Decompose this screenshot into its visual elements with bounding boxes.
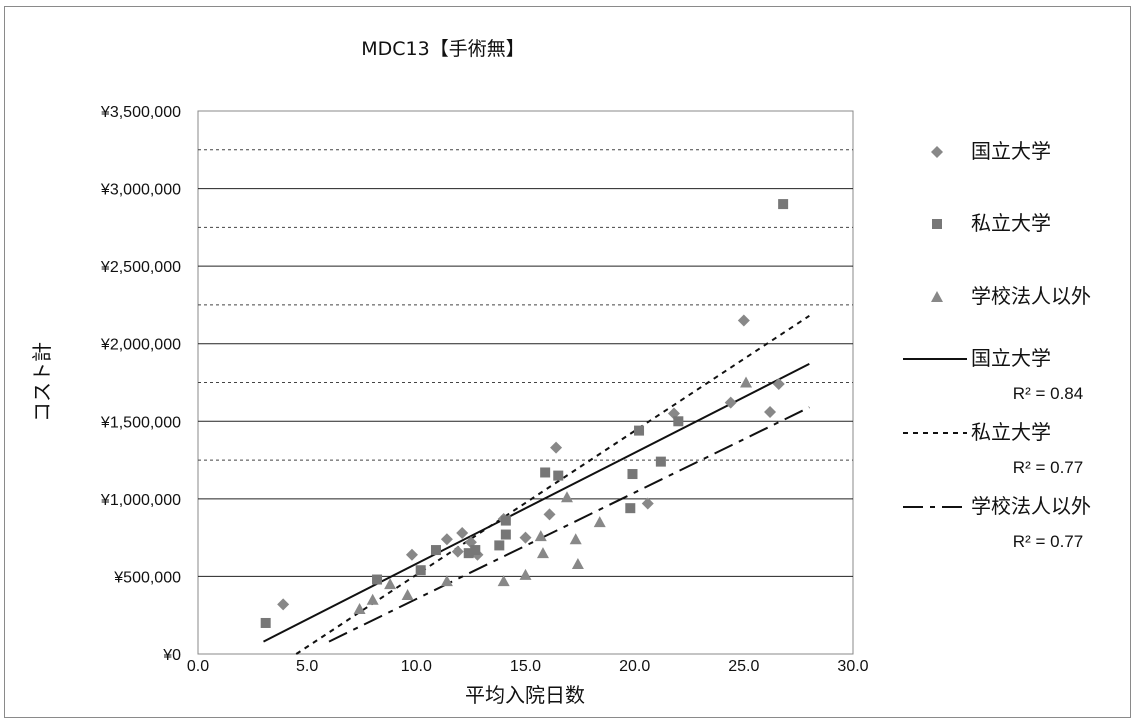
data-point [543, 508, 556, 521]
y-tick-label: ¥2,500,000 [100, 259, 181, 276]
chart-frame: MDC13【手術無】 ¥0 ¥500,000 ¥1,000,000 ¥1,500,00… [4, 6, 1131, 718]
chart-svg: MDC13【手術無】 ¥0 ¥500,000 ¥1,000,000 ¥1,500,00… [30, 38, 1091, 707]
y-tick-label: ¥500,000 [113, 569, 181, 586]
data-point [641, 497, 654, 510]
data-point [451, 545, 464, 558]
data-point [384, 578, 397, 590]
data-point [440, 575, 453, 587]
trendlines [263, 314, 810, 655]
legend-marker [931, 146, 943, 158]
x-tick-label: 10.0 [401, 658, 432, 675]
legend-r2-label: R² = 0.77 [1013, 532, 1083, 551]
data-point [550, 441, 563, 454]
data-point [634, 425, 645, 436]
legend-trendline-label: 国立大学 [971, 346, 1051, 370]
data-point [494, 540, 505, 551]
x-tick-label: 15.0 [510, 658, 541, 675]
x-axis-label: 平均入院日数 [465, 683, 585, 707]
data-point [764, 405, 777, 418]
trendline [328, 406, 810, 643]
data-point [540, 467, 551, 478]
data-point [519, 568, 532, 580]
legend-marker [931, 291, 943, 302]
data-point [353, 603, 366, 615]
x-tick-label: 0.0 [187, 658, 209, 675]
data-point [401, 589, 414, 601]
data-point [456, 526, 469, 539]
data-point [405, 548, 418, 561]
data-point [497, 575, 510, 587]
data-point [463, 548, 474, 559]
x-tick-label: 30.0 [837, 658, 868, 675]
data-point [737, 314, 750, 327]
data-point [440, 533, 453, 546]
chart-title: MDC13【手術無】 [361, 38, 524, 60]
data-points [260, 199, 789, 628]
y-tick-label: ¥2,000,000 [100, 337, 181, 354]
data-point [519, 531, 532, 544]
y-axis-label: コスト計 [30, 342, 54, 422]
legend-trendline-label: 私立大学 [971, 420, 1051, 444]
data-point [260, 617, 271, 628]
data-point [366, 593, 379, 605]
data-point [655, 456, 666, 467]
data-point [372, 574, 383, 585]
data-point [625, 503, 636, 514]
data-point [500, 515, 511, 526]
data-point [772, 378, 785, 391]
data-point [569, 533, 582, 545]
legend-label: 国立大学 [971, 139, 1051, 163]
data-point [277, 598, 290, 611]
data-point [534, 530, 547, 542]
data-point [724, 396, 737, 409]
x-tick-label: 20.0 [619, 658, 650, 675]
y-tick-label: ¥3,500,000 [100, 104, 181, 121]
data-point [740, 376, 753, 388]
legend-label: 私立大学 [971, 211, 1051, 235]
legend-marker [932, 219, 942, 229]
data-point [536, 547, 549, 559]
trendline [263, 362, 810, 643]
data-point [553, 470, 564, 481]
data-point [415, 565, 426, 576]
legend-label: 学校法人以外 [971, 284, 1091, 308]
data-point [560, 491, 573, 503]
data-point [571, 558, 584, 570]
x-tick-labels: 0.0 5.0 10.0 15.0 20.0 25.0 30.0 [187, 658, 869, 675]
legend-trendline-label: 学校法人以外 [971, 494, 1091, 518]
grid-lines [198, 149, 853, 577]
data-point [673, 416, 684, 427]
data-point [500, 529, 511, 540]
legend-r2-label: R² = 0.77 [1013, 458, 1083, 477]
trendline [295, 314, 810, 655]
data-point [430, 545, 441, 556]
y-tick-labels: ¥0 ¥500,000 ¥1,000,000 ¥1,500,000 ¥2,000,000… [100, 104, 181, 664]
x-tick-label: 5.0 [296, 658, 318, 675]
data-point [778, 199, 789, 210]
y-tick-label: ¥3,000,000 [100, 182, 181, 199]
legend-r2-label: R² = 0.84 [1013, 384, 1083, 403]
data-point [593, 516, 606, 528]
y-tick-label: ¥1,000,000 [100, 492, 181, 509]
x-tick-label: 25.0 [728, 658, 759, 675]
data-point [470, 545, 481, 556]
data-point [627, 469, 638, 480]
y-tick-label: ¥1,500,000 [100, 414, 181, 431]
y-tick-label: ¥0 [162, 647, 181, 664]
